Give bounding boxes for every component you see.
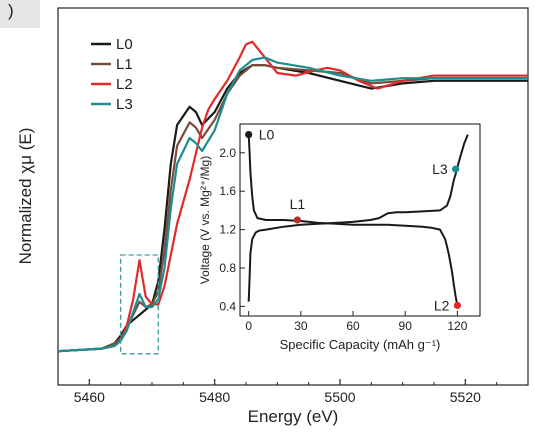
inset-chart: 0 30 60 90 120 0.4 0.8 1.2 1.6 2.0 L0 L1 L3 L2 Spec… <box>198 123 481 352</box>
inset-x-tick-label: 30 <box>294 319 308 333</box>
marker-l2 <box>453 301 461 310</box>
inset-series-group <box>247 134 469 306</box>
marker-label-l2: L2 <box>434 297 450 313</box>
legend-label-l3: L3 <box>116 96 133 113</box>
inset-x-axis-label: Specific Capacity (mAh g⁻¹) <box>280 337 441 352</box>
main-x-tick-label: 5500 <box>324 389 355 405</box>
main-series-group <box>57 40 528 353</box>
inset-y-tick-label: 1.6 <box>219 184 236 198</box>
panel-tag: ) <box>0 0 40 28</box>
inset-markers-group: L0 L1 L3 L2 <box>245 127 461 313</box>
marker-l0 <box>245 130 253 139</box>
inset-discharge-curve <box>247 134 459 306</box>
inset-x-tick-label: 0 <box>245 319 252 333</box>
legend-label-l0: L0 <box>116 36 133 53</box>
series-line-l3 <box>57 56 528 353</box>
inset-x-tick-label: 60 <box>346 319 360 333</box>
marker-label-l3: L3 <box>432 161 448 177</box>
main-x-axis-label: Energy (eV) <box>248 407 339 426</box>
main-legend: L0 L1 L2 L3 <box>91 36 133 113</box>
marker-label-l1: L1 <box>290 196 306 212</box>
main-x-axis: 5460 5480 5500 5520 <box>57 379 529 405</box>
main-x-tick-label: 5480 <box>199 389 230 405</box>
inset-x-axis: 0 30 60 90 120 <box>245 311 468 333</box>
pre-edge-highlight-box <box>120 254 159 355</box>
legend-label-l1: L1 <box>116 56 133 73</box>
inset-y-axis-label: Voltage (V vs. Mg²⁺/Mg) <box>198 156 212 284</box>
inset-y-tick-label: 0.8 <box>219 261 236 275</box>
inset-x-tick-label: 90 <box>399 319 413 333</box>
marker-l1 <box>293 216 301 224</box>
marker-label-l0: L0 <box>259 127 275 143</box>
inset-plot-frame <box>239 123 481 317</box>
main-x-tick-label: 5460 <box>74 389 105 405</box>
inset-y-tick-label: 1.2 <box>219 223 236 237</box>
inset-y-axis: 0.4 0.8 1.2 1.6 2.0 <box>219 146 245 313</box>
legend-label-l2: L2 <box>116 76 133 93</box>
main-chart: 5460 5480 5500 5520 Energy (eV) Normalized … <box>16 7 529 426</box>
main-y-axis-label: Normalized χμ (E) <box>16 128 35 265</box>
inset-charge-curve <box>247 134 469 302</box>
inset-y-tick-label: 2.0 <box>219 146 236 160</box>
main-plot-frame <box>57 7 529 386</box>
main-x-tick-label: 5520 <box>450 389 481 405</box>
series-line-l0 <box>57 64 528 353</box>
inset-y-tick-label: 0.4 <box>219 299 236 313</box>
inset-x-tick-label: 120 <box>447 319 467 333</box>
marker-l3 <box>452 165 460 173</box>
